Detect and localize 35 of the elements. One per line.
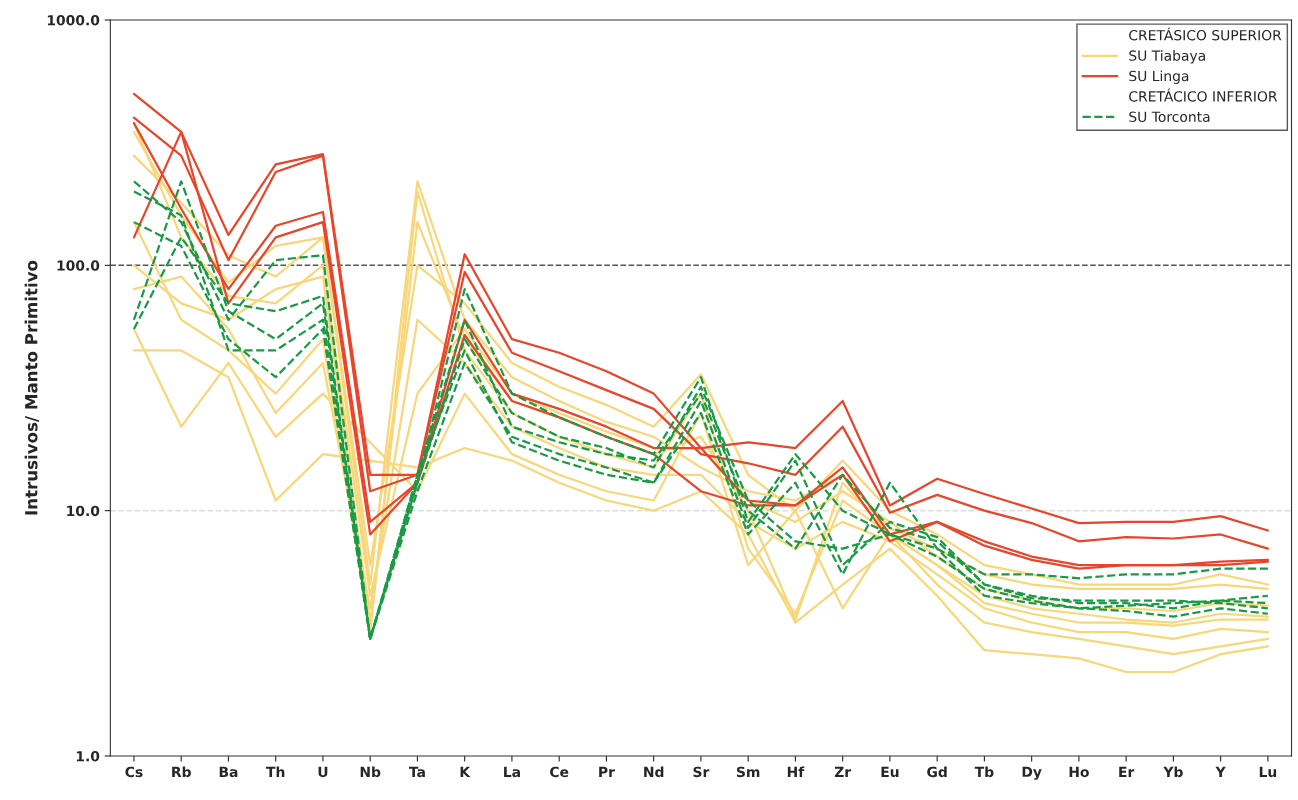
- x-tick-label: Zr: [834, 766, 852, 777]
- x-tick-label: Pr: [599, 766, 615, 777]
- x-tick-label: Th: [266, 766, 285, 777]
- x-tick-label: Eu: [881, 766, 899, 778]
- legend-label: SU Linga: [1129, 70, 1189, 84]
- x-tick-label: Yb: [1163, 766, 1183, 778]
- y-tick-label: 10.0: [67, 505, 100, 517]
- annotation: CRETÁSICO SUPERIOR: [1129, 27, 1282, 41]
- x-tick-label: Y: [1215, 766, 1226, 777]
- x-tick-label: Tb: [974, 766, 994, 778]
- x-tick-label: K: [460, 766, 471, 777]
- x-tick-label: Er: [1119, 766, 1135, 777]
- x-tick-label: U: [318, 766, 328, 778]
- y-tick-label: 1000.0: [47, 14, 100, 26]
- x-tick-label: Hf: [787, 766, 805, 777]
- x-tick-label: Sm: [736, 766, 760, 778]
- y-tick-label: 1.0: [76, 750, 100, 762]
- x-tick-label: Ta: [408, 766, 425, 778]
- y-tick-label: 100.0: [57, 260, 100, 271]
- legend-label: SU Torconta: [1129, 111, 1210, 123]
- x-tick-label: Nb: [360, 766, 381, 778]
- annotation: CRETÁCICO INFERIOR: [1129, 88, 1278, 102]
- x-tick-label: Sr: [693, 766, 710, 778]
- x-tick-label: Gd: [927, 766, 947, 778]
- x-tick-label: Ce: [550, 766, 569, 778]
- x-tick-label: Ba: [219, 766, 238, 778]
- x-tick-label: Cs: [125, 766, 143, 778]
- x-tick-label: Rb: [172, 766, 191, 778]
- x-tick-label: Nd: [644, 766, 664, 778]
- y-axis-title: Intrusivos/ Manto Primitivo: [24, 260, 39, 515]
- x-tick-label: La: [504, 766, 520, 778]
- x-tick-label: Dy: [1022, 766, 1042, 780]
- x-tick-label: Lu: [1259, 766, 1277, 778]
- x-tick-label: Ho: [1069, 766, 1089, 778]
- legend-label: SU Tiabaya: [1129, 50, 1205, 64]
